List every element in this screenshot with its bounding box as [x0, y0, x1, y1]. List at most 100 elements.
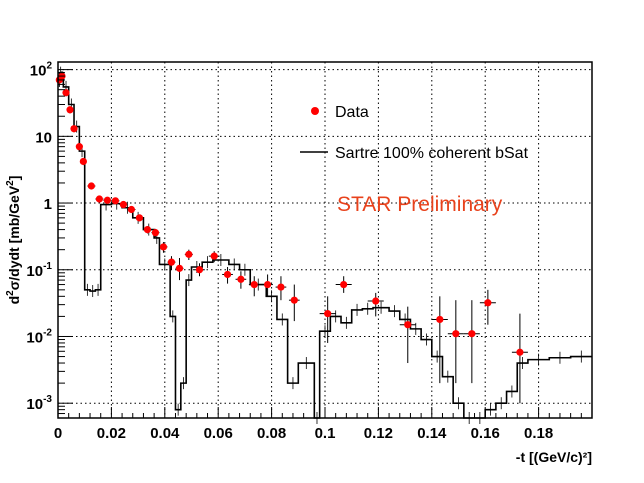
y-tick-exponent: 2	[46, 61, 52, 72]
y-tick-label: 10-1	[26, 261, 52, 280]
data-point-marker	[159, 243, 168, 251]
data-point-marker	[151, 229, 160, 237]
data-point	[62, 88, 70, 97]
data-point	[159, 242, 168, 253]
data-point	[248, 276, 260, 297]
y-tick-base: 10	[35, 129, 52, 146]
y-tick-exponent: -2	[43, 327, 52, 338]
data-point	[288, 284, 300, 322]
data-point	[127, 205, 136, 214]
data-point	[151, 228, 160, 237]
data-point	[511, 313, 528, 404]
legend-label-model: Sartre 100% coherent bSat	[335, 145, 529, 162]
y-axis-title-part: ]	[6, 176, 22, 181]
data-point-marker	[185, 250, 193, 258]
y-tick-exponent: -3	[43, 394, 52, 405]
grid-lines	[58, 62, 592, 418]
data-point-marker	[484, 299, 492, 307]
y-axis-title-sup: 2	[5, 290, 16, 296]
y-axis-title: d2σ/dydt [mb/GeV2]	[5, 176, 22, 305]
legend-data-marker	[311, 107, 319, 115]
y-tick-base: 10	[26, 396, 43, 413]
y-axis-title-sup: 2	[5, 180, 16, 186]
x-tick-label: 0.16	[471, 425, 500, 442]
data-point-marker	[66, 106, 74, 114]
x-tick-label: 0.18	[524, 425, 553, 442]
data-point-marker	[237, 275, 245, 283]
data-point-marker	[340, 280, 348, 289]
data-point	[143, 225, 152, 234]
data-point-marker	[195, 266, 204, 274]
data-point	[399, 306, 416, 364]
data-point-marker	[175, 264, 184, 272]
y-tick-label: 1	[44, 196, 52, 213]
y-tick-base: 10	[26, 263, 43, 280]
data-point-marker	[111, 197, 120, 205]
data-point-marker	[468, 330, 476, 338]
data-point-marker	[277, 283, 285, 291]
data-point	[79, 157, 87, 166]
data-point-marker	[452, 330, 460, 338]
x-tick-label: 0.04	[150, 425, 180, 442]
data-point	[479, 289, 496, 325]
data-point	[275, 276, 287, 301]
y-tick-label: 10	[35, 129, 52, 146]
data-point-marker	[167, 258, 176, 266]
x-axis-ticks: 0 0.02 0.04 0.06 0.08 0.1 0.12 0.14 0.16 0.18	[54, 407, 582, 442]
data-point	[95, 195, 104, 203]
data-point	[194, 263, 205, 277]
x-tick-label: 0.08	[257, 425, 286, 442]
data-point-marker	[87, 182, 95, 190]
x-tick-label: 0.1	[315, 425, 336, 442]
data-point-marker	[290, 296, 298, 304]
data-point-marker	[79, 157, 87, 166]
data-point	[235, 271, 247, 289]
data-point	[184, 249, 193, 261]
data-point-marker	[95, 195, 103, 203]
data-point	[222, 266, 233, 284]
data-point	[208, 251, 220, 263]
data-point	[463, 300, 480, 384]
data-point-marker	[135, 214, 144, 222]
data-point-marker	[372, 297, 380, 305]
data-point	[319, 296, 336, 343]
x-tick-label: 0.12	[364, 425, 393, 442]
y-axis-title-part: σ/dydt [mb/GeV	[6, 185, 22, 290]
y-tick-base: 10	[30, 63, 47, 80]
data-points	[55, 71, 528, 404]
y-tick-label: 10-3	[26, 394, 52, 413]
x-tick-label: 0.06	[204, 425, 233, 442]
data-point-marker	[119, 200, 128, 209]
y-tick-base: 10	[26, 329, 43, 346]
legend-label-data: Data	[335, 104, 369, 121]
data-point	[335, 276, 352, 293]
data-point-marker	[404, 321, 412, 329]
data-point	[103, 196, 112, 204]
data-point-marker	[127, 205, 136, 214]
data-point-marker	[223, 270, 232, 279]
x-tick-label: 0.14	[417, 425, 447, 442]
data-point-marker	[75, 143, 83, 151]
data-point	[135, 214, 144, 222]
x-axis-title: -t [(GeV/c)²]	[516, 449, 592, 465]
y-tick-base: 1	[44, 196, 52, 213]
data-point	[447, 300, 464, 384]
data-point-marker	[143, 225, 152, 234]
data-point	[431, 296, 448, 384]
annotation-star-preliminary: STAR Preliminary	[337, 193, 503, 216]
data-point	[367, 292, 384, 317]
data-point	[70, 125, 78, 133]
data-point	[175, 258, 184, 281]
data-point-marker	[436, 315, 444, 324]
data-point	[111, 197, 120, 205]
y-tick-label: 10-2	[26, 327, 52, 346]
data-point-marker	[70, 125, 78, 133]
data-point-marker	[263, 280, 272, 289]
data-point-marker	[103, 196, 111, 204]
data-point	[87, 182, 96, 190]
data-point	[66, 106, 74, 114]
data-point	[75, 143, 83, 151]
data-point-marker	[210, 252, 218, 260]
